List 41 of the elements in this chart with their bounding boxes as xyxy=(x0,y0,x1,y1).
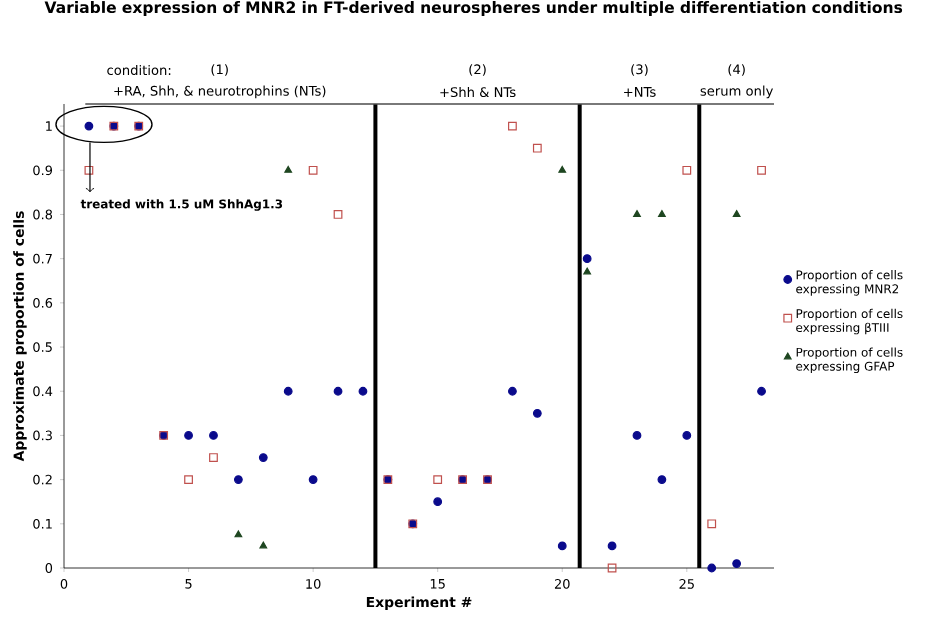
point xyxy=(358,386,368,396)
point xyxy=(757,165,766,175)
point xyxy=(508,386,517,396)
point xyxy=(184,475,193,485)
point xyxy=(707,563,717,573)
point xyxy=(258,453,268,462)
point xyxy=(682,165,692,175)
point xyxy=(84,121,94,131)
point xyxy=(283,386,293,396)
point xyxy=(732,559,742,568)
point xyxy=(433,497,443,507)
point xyxy=(532,143,542,153)
point xyxy=(308,475,318,485)
point xyxy=(508,121,517,131)
point xyxy=(84,165,94,175)
point xyxy=(532,408,542,418)
point xyxy=(308,165,318,175)
point xyxy=(757,386,766,396)
point xyxy=(657,475,667,485)
point xyxy=(632,431,642,440)
point xyxy=(233,475,243,485)
point xyxy=(633,210,641,217)
point xyxy=(607,563,617,573)
point xyxy=(284,165,293,173)
point xyxy=(209,453,218,462)
point xyxy=(732,210,741,217)
point xyxy=(607,541,617,551)
point xyxy=(433,475,443,485)
point xyxy=(333,210,343,219)
point xyxy=(333,386,343,396)
point xyxy=(184,431,193,440)
point xyxy=(557,541,567,551)
point xyxy=(707,519,717,529)
point xyxy=(582,254,592,264)
point xyxy=(209,431,218,440)
point xyxy=(234,530,243,538)
point xyxy=(658,210,666,217)
point xyxy=(558,165,567,173)
point xyxy=(259,541,268,549)
point xyxy=(583,267,592,275)
point xyxy=(682,431,692,440)
